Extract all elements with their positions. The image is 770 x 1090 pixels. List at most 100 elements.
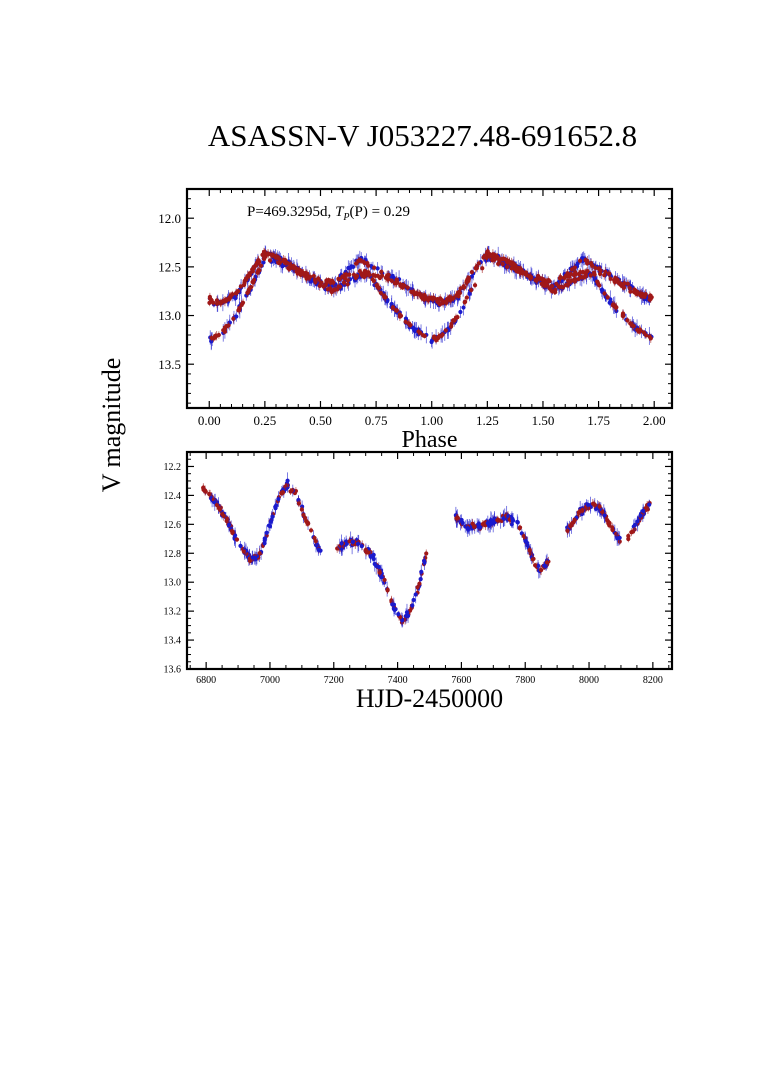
data-point xyxy=(230,530,235,535)
data-point xyxy=(569,278,574,283)
data-point xyxy=(500,262,505,267)
data-point xyxy=(398,283,403,288)
data-point xyxy=(436,335,441,341)
data-point xyxy=(398,615,403,620)
data-point xyxy=(558,284,564,289)
data-point xyxy=(299,507,304,512)
data-point xyxy=(480,522,485,527)
x-axis-title: HJD-2450000 xyxy=(356,684,503,713)
data-point xyxy=(289,488,294,493)
data-point xyxy=(276,256,281,261)
data-point xyxy=(256,268,261,273)
data-point xyxy=(331,287,337,292)
data-point xyxy=(308,528,314,533)
data-point xyxy=(449,321,454,327)
data-point xyxy=(550,289,555,294)
data-point xyxy=(517,526,522,531)
data-point xyxy=(533,277,538,283)
data-point xyxy=(392,607,397,612)
data-point xyxy=(419,569,424,574)
data-point xyxy=(374,283,379,288)
data-point xyxy=(239,302,244,308)
data-point xyxy=(513,267,518,272)
data-point xyxy=(621,285,627,290)
data-point xyxy=(530,557,535,562)
data-point xyxy=(456,294,461,299)
data-point xyxy=(480,266,485,271)
data-point xyxy=(576,271,582,277)
data-point xyxy=(377,570,382,575)
data-point xyxy=(307,275,312,280)
x-tick-label: 1.50 xyxy=(532,413,555,428)
data-point xyxy=(390,602,395,607)
data-point xyxy=(415,585,420,590)
data-point xyxy=(518,266,523,271)
data-point xyxy=(596,266,601,271)
data-point xyxy=(626,536,631,542)
data-point xyxy=(295,271,300,276)
x-tick-label: 6800 xyxy=(196,675,216,686)
data-point xyxy=(465,525,470,531)
data-point xyxy=(405,285,410,290)
data-point xyxy=(461,305,466,310)
data-point xyxy=(618,281,623,286)
data-point xyxy=(443,328,448,333)
data-point xyxy=(243,277,248,282)
data-point xyxy=(641,508,646,513)
data-point xyxy=(458,309,463,315)
data-point xyxy=(521,269,526,275)
data-point xyxy=(208,297,214,302)
data-point xyxy=(355,541,361,546)
y-tick-label: 13.0 xyxy=(164,578,182,589)
y-tick-label: 13.0 xyxy=(158,308,181,323)
data-point xyxy=(366,263,371,268)
plot-frame xyxy=(185,187,674,410)
data-point xyxy=(439,333,444,339)
data-point xyxy=(585,502,591,507)
data-point xyxy=(426,296,432,301)
data-point xyxy=(313,280,318,285)
data-point xyxy=(509,266,514,271)
data-point xyxy=(603,269,608,274)
data-point xyxy=(372,561,377,567)
figure-title: ASASSN-V J053227.48-691652.8 xyxy=(207,118,638,153)
data-point xyxy=(301,512,306,518)
data-point xyxy=(477,525,483,530)
y-tick-label: 12.4 xyxy=(164,491,182,502)
data-point xyxy=(577,258,583,263)
data-point xyxy=(214,502,219,508)
data-point xyxy=(633,290,638,295)
data-point xyxy=(617,535,622,540)
data-point xyxy=(521,534,526,539)
data-point xyxy=(353,261,359,266)
data-point xyxy=(635,519,640,524)
x-tick-label: 0.00 xyxy=(198,413,221,428)
data-point xyxy=(420,295,425,301)
data-point xyxy=(620,313,625,319)
data-point xyxy=(470,521,475,526)
data-point xyxy=(612,279,617,285)
data-point xyxy=(316,277,322,282)
data-point xyxy=(608,276,613,281)
x-tick-label: 2.00 xyxy=(643,413,666,428)
data-point xyxy=(416,292,421,297)
data-point xyxy=(495,518,500,523)
data-point xyxy=(211,336,216,341)
time-panel: 6800 7000 7200 7400 7600 7800 8000 8200 12.2 12.4… xyxy=(164,450,674,713)
data-point xyxy=(322,283,328,288)
data-point xyxy=(591,270,597,275)
data-point xyxy=(227,295,232,300)
data-point xyxy=(382,295,387,300)
data-point xyxy=(510,516,515,521)
x-tick-label: 7000 xyxy=(260,675,280,686)
data-point xyxy=(592,502,597,507)
time-points xyxy=(201,472,652,628)
data-point xyxy=(576,510,581,515)
data-point xyxy=(558,275,563,280)
data-point xyxy=(641,330,646,335)
data-point xyxy=(382,577,387,583)
data-point xyxy=(409,289,414,294)
data-point xyxy=(628,289,633,294)
data-point xyxy=(257,551,262,556)
data-point xyxy=(338,284,343,289)
